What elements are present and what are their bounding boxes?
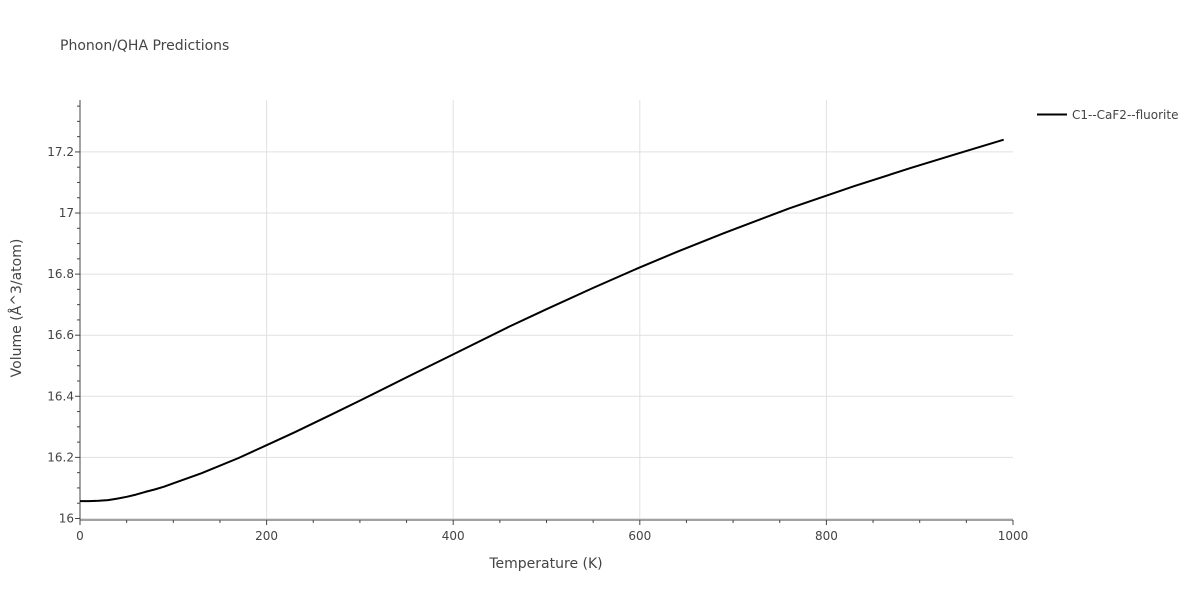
chart-title: Phonon/QHA Predictions bbox=[60, 38, 229, 54]
x-tick-label: 200 bbox=[255, 529, 278, 543]
x-tick-label: 800 bbox=[815, 529, 838, 543]
y-tick-label: 16.4 bbox=[47, 389, 74, 403]
series-line bbox=[80, 138, 1004, 503]
x-tick-label: 600 bbox=[628, 529, 651, 543]
y-tick-label: 16.6 bbox=[47, 328, 74, 342]
legend-label: C1--CaF2--fluorite bbox=[1072, 108, 1178, 122]
x-axis-title: Temperature (K) bbox=[488, 556, 602, 572]
y-tick-label: 16.2 bbox=[47, 450, 74, 464]
y-axis-title: Volume (Å^3/atom) bbox=[8, 239, 25, 378]
y-tick-label: 17.2 bbox=[47, 145, 74, 159]
x-tick-label: 400 bbox=[442, 529, 465, 543]
x-tick-label: 1000 bbox=[998, 529, 1029, 543]
x-tick-label: 0 bbox=[76, 529, 84, 543]
y-tick-label: 16.8 bbox=[47, 267, 74, 281]
legend[interactable]: C1--CaF2--fluorite bbox=[1037, 108, 1178, 122]
axes: 0 200 400 600 800 1000 16 16.2 16.4 16.6 16.8 17 17.… bbox=[47, 100, 1028, 543]
series-lines bbox=[80, 138, 1004, 503]
grid-lines bbox=[80, 100, 1013, 520]
y-tick-label: 16 bbox=[59, 511, 74, 525]
y-tick-label: 17 bbox=[59, 206, 74, 220]
